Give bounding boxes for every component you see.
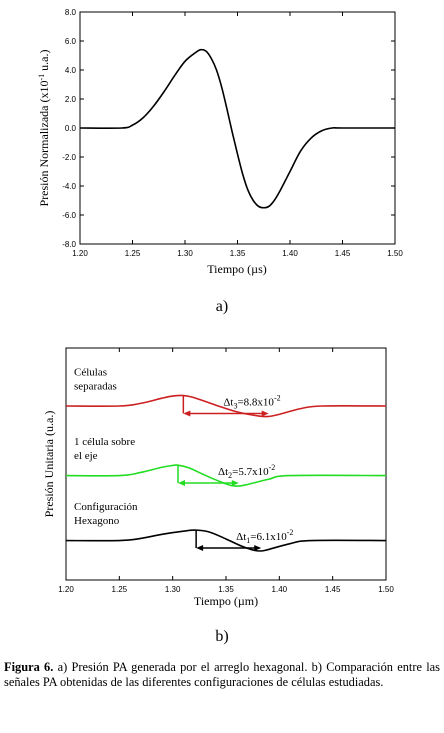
chart-a-panel-label: a): [216, 298, 228, 315]
chart-b-x-axis-label: Tiempo (µm): [194, 594, 258, 608]
figure-caption: Figura 6. a) Presión PA generada por el …: [4, 660, 440, 690]
chart-a-x-tick-label: 1.40: [282, 249, 298, 258]
chart-b-x-tick-label: 1.25: [112, 585, 128, 594]
chart-b-series-line: [65, 464, 387, 487]
chart-a-y-tick-label: -2.0: [62, 153, 76, 162]
chart-b-series-label-line: separadas: [74, 381, 117, 393]
chart-a-y-tick-label: -4.0: [62, 182, 76, 191]
chart-a-y-tick-label: 2.0: [65, 95, 77, 104]
chart-b-panel-label: b): [215, 628, 228, 645]
chart-a-x-tick-label: 1.35: [230, 249, 246, 258]
chart-b-delta-value: =5.7x10: [232, 466, 269, 478]
chart-b-delta-subscript: 1: [246, 536, 250, 545]
chart-b-series-line: [65, 394, 387, 418]
chart-a-y-tick-label: 4.0: [65, 66, 77, 75]
chart-b-series-label: 1 célula sobre el eje: [74, 436, 135, 462]
chart-b-series-label: Células separadas: [74, 367, 117, 393]
chart-b-arrowhead-right: [261, 410, 269, 417]
chart-a-x-axis-label: Tiempo (µs): [207, 262, 266, 276]
chart-a-y-tick-label: 8.0: [65, 8, 77, 17]
chart-b-series-label-line: 1 célula sobre: [74, 436, 135, 448]
chart-a-x-tick-label: 1.50: [387, 249, 403, 258]
chart-a-y-tick-label: 0.0: [65, 124, 77, 133]
chart-b-arrowhead-right: [231, 480, 239, 487]
chart-a-y-axis-label: Presión Normalizada (x10-1 u.a.): [37, 50, 51, 207]
chart-b-delta-label: Δt2=5.7x10-2: [218, 463, 275, 480]
chart-b-delta-exponent: -2: [274, 394, 281, 403]
chart-b-series-label-line: el eje: [74, 450, 98, 462]
chart-b-x-tick-label: 1.30: [165, 585, 181, 594]
chart-b-ticks: 1.20 1.25 1.30 1.35 1.40 1.45 1.50: [58, 348, 394, 594]
chart-b-delta-symbol: Δt: [236, 531, 246, 543]
caption-figure-label: Figura 6.: [4, 660, 54, 674]
chart-a-series-line: [79, 48, 395, 209]
chart-a-ticks: 1.20 1.25 1.30 1.35 1.40 1.45 1.50 8.0 6.0 4.0 2.0…: [62, 8, 403, 258]
chart-a-x-tick-label: 1.45: [335, 249, 351, 258]
chart-b-series-label: Configuración Hexagono: [74, 501, 138, 527]
chart-a-x-tick-label: 1.30: [177, 249, 193, 258]
chart-b-delta-exponent: -2: [287, 528, 294, 537]
chart-b-delta-value: =6.1x10: [250, 531, 287, 543]
chart-b-delta-subscript: 3: [233, 402, 237, 411]
chart-b-series-label-line: Configuración: [74, 501, 138, 513]
chart-b-x-tick-label: 1.20: [58, 585, 74, 594]
chart-b-arrowhead-left: [183, 410, 191, 417]
chart-a-y-tick-label: 6.0: [65, 37, 77, 46]
chart-b-series-line: [65, 529, 387, 552]
chart-b-series-2: 1 célula sobre el eje Δt2=5.7x10-2: [65, 436, 387, 487]
chart-a-x-tick-label: 1.20: [72, 249, 88, 258]
chart-b-delta-label: Δt1=6.1x10-2: [236, 528, 293, 545]
chart-b-x-tick-label: 1.40: [272, 585, 288, 594]
chart-b-x-tick-label: 1.50: [378, 585, 394, 594]
chart-b-series-label-line: Hexagono: [74, 515, 120, 527]
chart-b-series-1: Células separadas Δt3=8.8x10-2: [65, 367, 387, 418]
chart-b-y-axis-label: Presión Unitaria (u.a.): [42, 411, 56, 518]
chart-b-delta-symbol: Δt: [223, 397, 233, 409]
chart-b-delta-value: =8.8x10: [237, 397, 274, 409]
chart-b-delta-label: Δt3=8.8x10-2: [223, 394, 280, 411]
caption-text: a) Presión PA generada por el arreglo he…: [4, 660, 441, 689]
chart-b-arrowhead-right: [254, 545, 262, 551]
chart-b-delta-exponent: -2: [269, 463, 276, 472]
chart-a-x-tick-label: 1.25: [125, 249, 141, 258]
chart-b-series-3: Configuración Hexagono Δt1=6.1x10-2: [65, 501, 387, 552]
chart-b-x-tick-label: 1.45: [325, 585, 341, 594]
chart-b-delta-subscript: 2: [228, 471, 232, 480]
chart-a-y-tick-label: -6.0: [62, 211, 76, 220]
chart-a-y-tick-label: -8.0: [62, 240, 76, 249]
chart-b-delta-symbol: Δt: [218, 466, 228, 478]
chart-b-arrowhead-left: [178, 480, 185, 487]
chart-b-x-tick-label: 1.35: [218, 585, 234, 594]
chart-b-series-label-line: Células: [74, 367, 107, 379]
chart-b-arrowhead-left: [196, 545, 204, 551]
